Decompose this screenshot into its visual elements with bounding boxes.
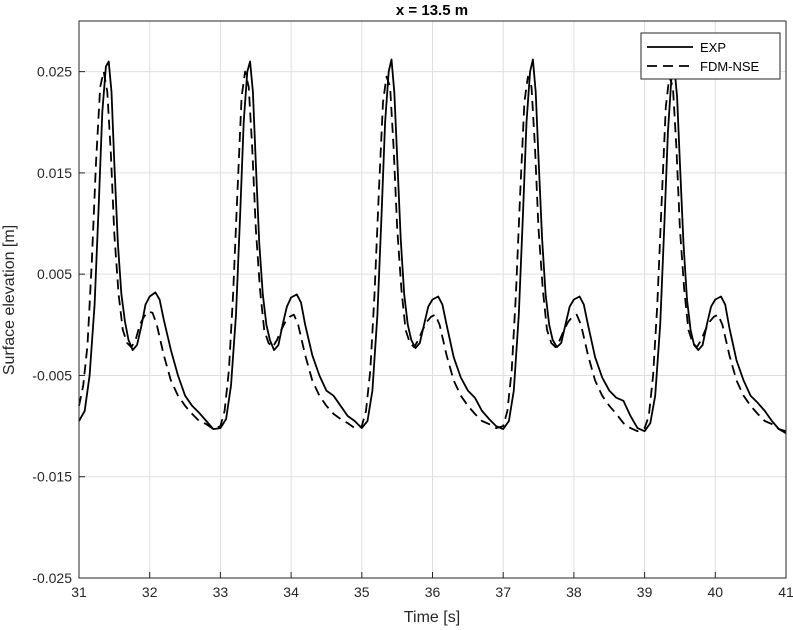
x-axis-label: Time [s] xyxy=(404,609,460,626)
x-tick-label: 40 xyxy=(708,584,724,600)
y-tick-label: 0.005 xyxy=(37,266,72,282)
y-tick-label: -0.005 xyxy=(32,367,72,383)
ticks: 31 32 33 34 35 36 37 38 39 40 41 -0.025 -0.015 -0.005… xyxy=(32,64,793,600)
series-line-exp xyxy=(78,58,787,434)
legend: EXP FDM-NSE xyxy=(640,32,781,80)
x-tick-label: 34 xyxy=(283,584,299,600)
chart-title: x = 13.5 m xyxy=(396,2,468,19)
x-tick-label: 37 xyxy=(495,584,511,600)
x-tick-label: 41 xyxy=(778,584,793,600)
legend-label-exp: EXP xyxy=(700,40,726,55)
y-tick-label: 0.015 xyxy=(37,165,72,181)
legend-box xyxy=(640,32,781,80)
x-tick-label: 39 xyxy=(637,584,653,600)
series-line-fdm-nse xyxy=(78,70,787,433)
y-tick-label: -0.015 xyxy=(32,469,72,485)
y-tick-label: 0.025 xyxy=(37,64,72,80)
series-group xyxy=(78,58,787,434)
x-tick-label: 32 xyxy=(142,584,158,600)
legend-label-fdm-nse: FDM-NSE xyxy=(700,59,760,74)
y-tick-label: -0.025 xyxy=(32,570,72,586)
y-axis-label: Surface elevation [m] xyxy=(1,225,18,375)
x-tick-label: 38 xyxy=(566,584,582,600)
x-tick-label: 31 xyxy=(71,584,87,600)
x-tick-label: 33 xyxy=(213,584,229,600)
x-tick-label: 35 xyxy=(354,584,370,600)
x-tick-label: 36 xyxy=(425,584,441,600)
